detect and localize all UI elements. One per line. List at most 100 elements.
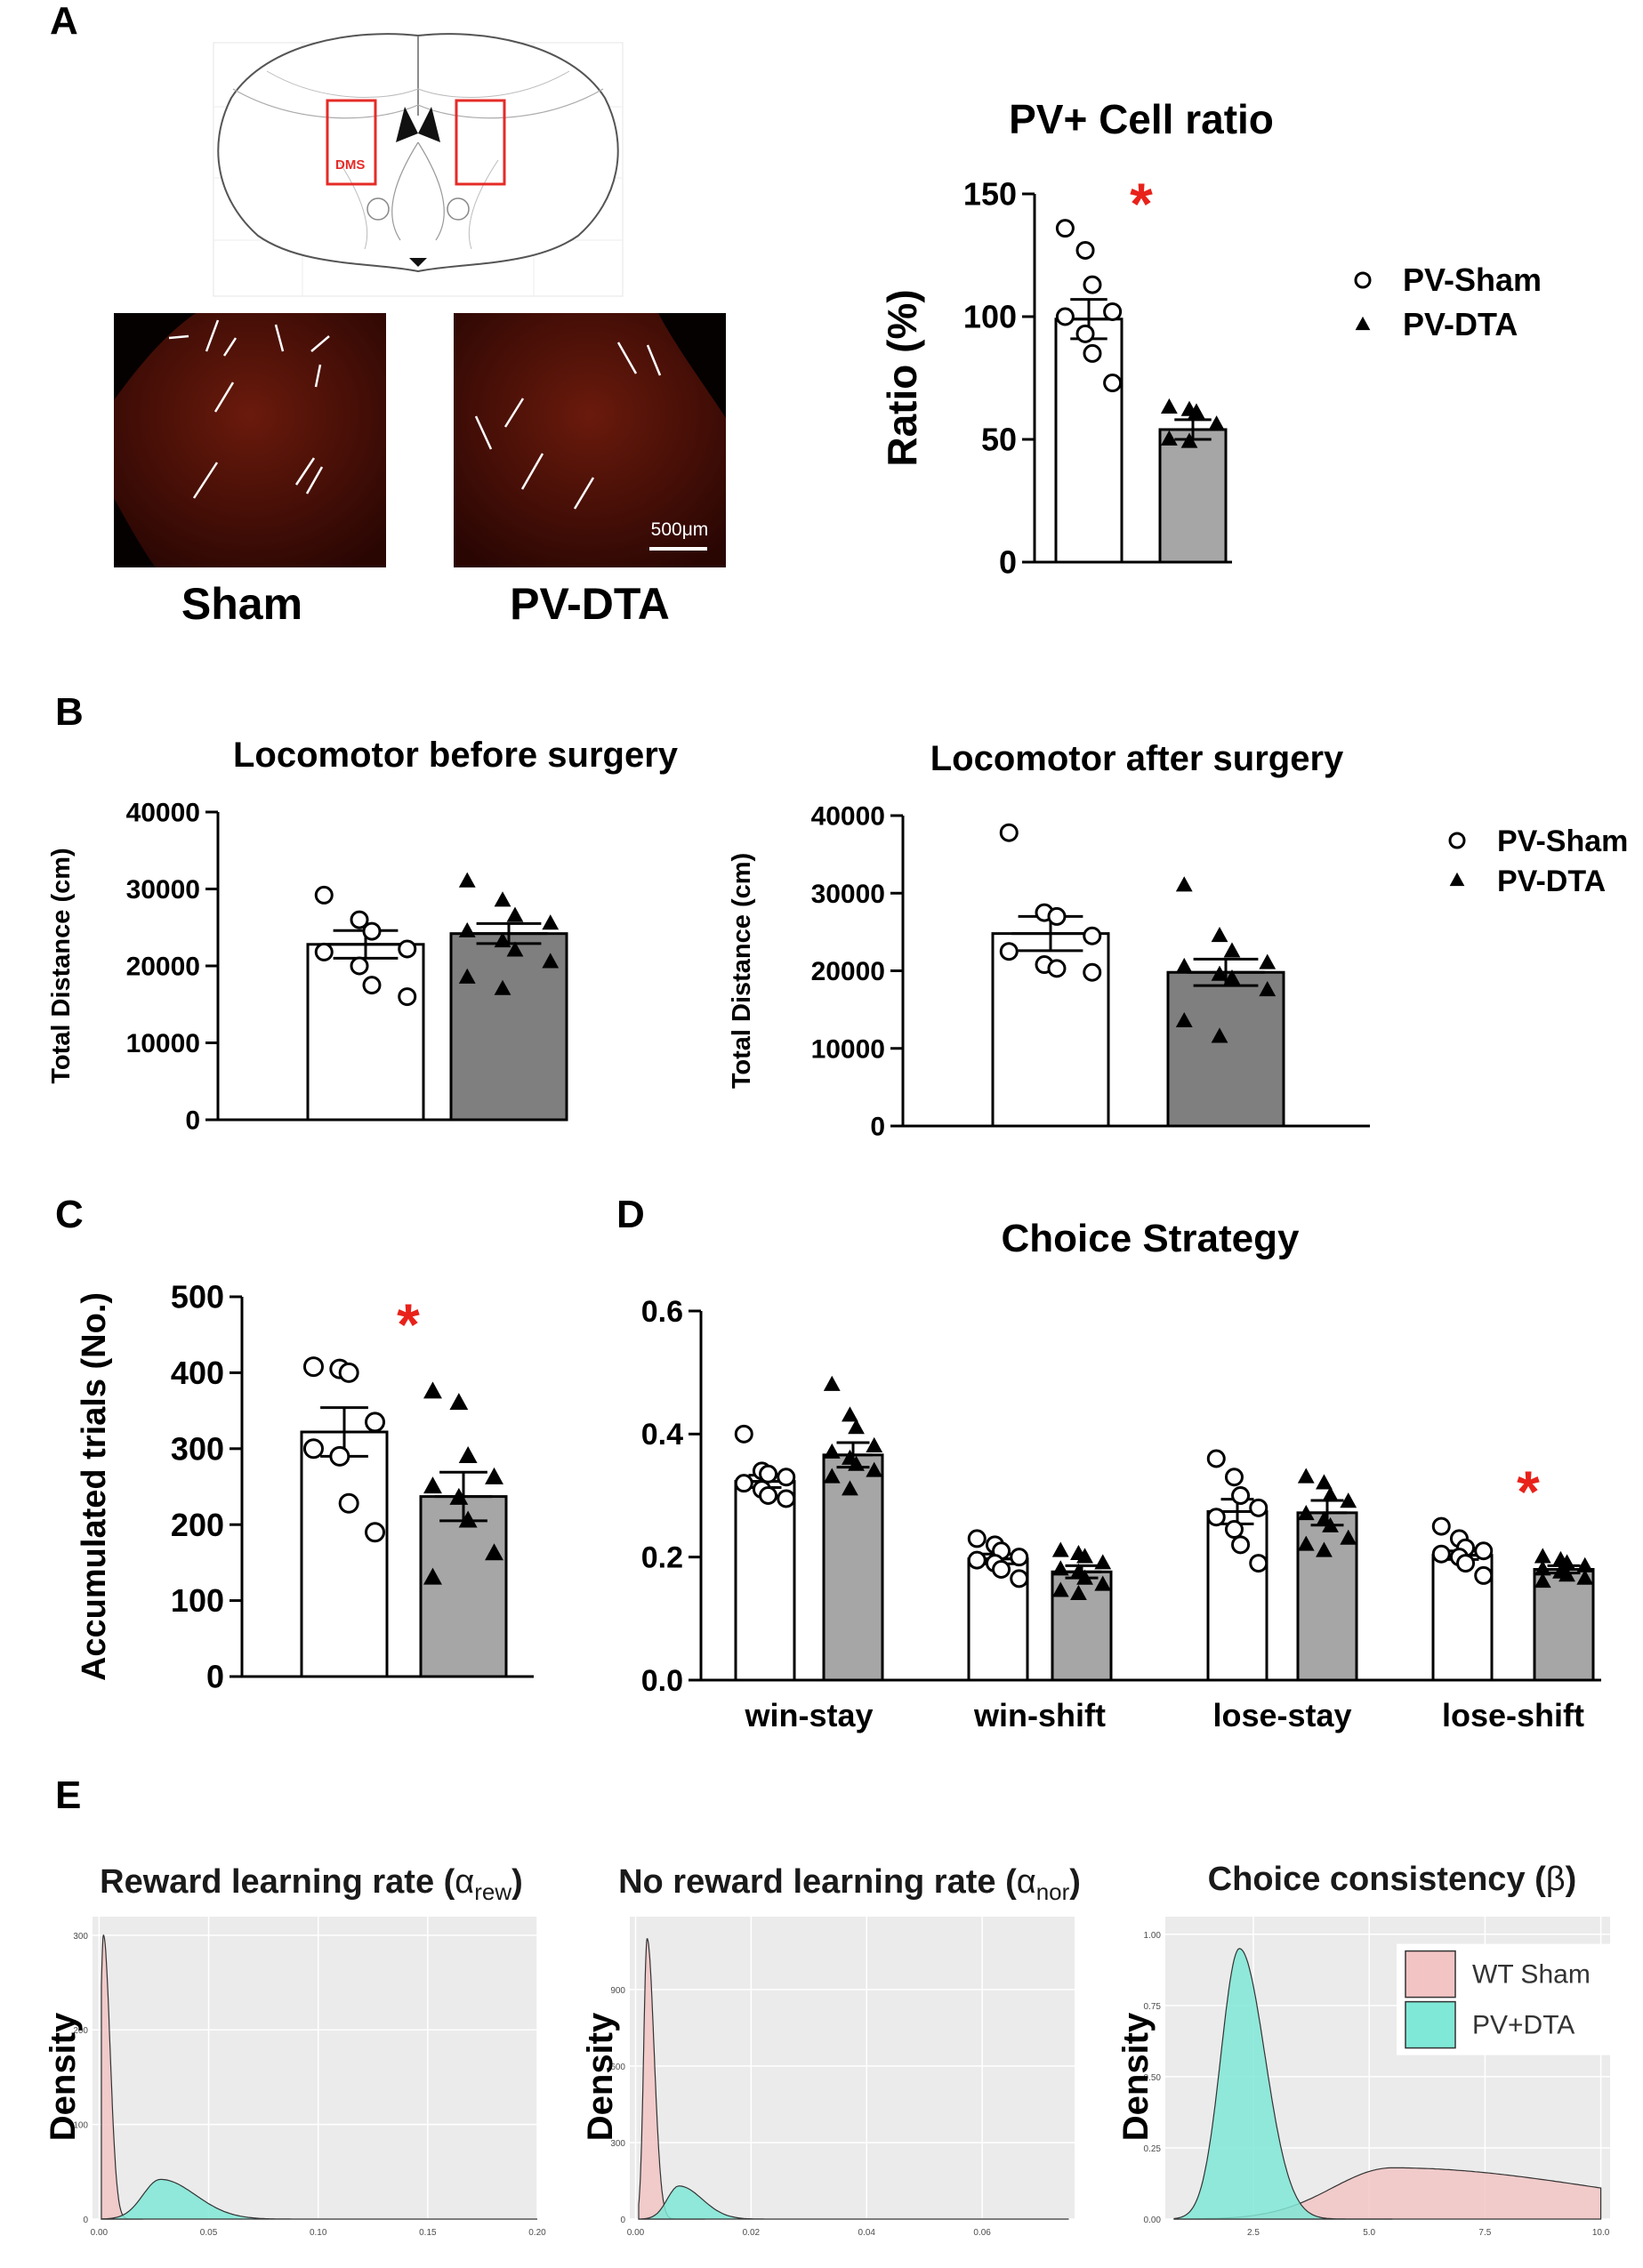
data-point <box>777 1468 796 1487</box>
data-point <box>1094 1575 1112 1591</box>
density-pv-dta <box>1173 1948 1393 2220</box>
data-point <box>485 1467 503 1484</box>
data-point <box>338 1362 359 1383</box>
x-tick-label: 0.10 <box>310 2228 327 2238</box>
chart-loco_after: 0 10000 20000 30000 40000 Locomotor after sur… <box>728 739 1628 1142</box>
y-tick-label: 50 <box>981 422 1017 458</box>
y-tick-label: 0 <box>870 1113 885 1142</box>
data-point <box>1211 1027 1228 1043</box>
y-axis-label: Accumulated trials (No.) <box>76 1292 113 1681</box>
y-tick-label: 300 <box>171 1430 224 1467</box>
data-point <box>967 1529 987 1548</box>
legend-marker <box>1448 832 1466 849</box>
panel-label-c: C <box>55 1193 84 1236</box>
data-point <box>1558 1566 1575 1582</box>
data-point <box>1075 324 1095 343</box>
y-tick-label: 1.00 <box>1144 1931 1162 1941</box>
x-tick-label: 5.0 <box>1363 2228 1375 2238</box>
significance-star: * <box>1517 1459 1540 1524</box>
significance-star: * <box>397 1291 420 1357</box>
data-point <box>1076 1548 1093 1564</box>
micrograph-label-pv-dta: PV-DTA <box>510 579 670 629</box>
data-point <box>1259 981 1277 997</box>
data-point <box>423 1381 442 1399</box>
data-point <box>1576 1556 1594 1572</box>
x-tick-label: 7.5 <box>1478 2228 1491 2238</box>
data-point <box>848 1455 865 1471</box>
bar-win-stay-sham <box>734 1480 796 1682</box>
y-tick-label: 0.4 <box>641 1418 683 1452</box>
data-point <box>350 910 369 929</box>
data-point <box>1431 1516 1451 1536</box>
data-point <box>999 823 1019 842</box>
y-axis-label: Total Distance (cm) <box>47 848 76 1083</box>
x-tick-label: 0.02 <box>743 2228 761 2238</box>
data-point <box>494 932 511 948</box>
y-tick-label: 0 <box>620 2216 625 2225</box>
data-point <box>423 1476 442 1494</box>
data-point <box>458 968 476 984</box>
chart-title: Choice consistency (β) <box>1208 1861 1577 1898</box>
data-point <box>1070 1584 1087 1601</box>
chart-pv_ratio: 0 50 100 150 PV+ Cell ratio Ratio (%) * PV-Sham… <box>879 96 1542 581</box>
data-point <box>842 1406 858 1422</box>
data-point <box>1010 1569 1029 1588</box>
y-tick-label: 0.00 <box>1144 2216 1162 2225</box>
y-tick-label: 0.6 <box>641 1295 683 1329</box>
bar-sham <box>306 943 425 1122</box>
cell-arrow-markers <box>474 342 662 510</box>
legend-label: PV+DTA <box>1472 2011 1575 2040</box>
data-point <box>759 1486 778 1505</box>
data-point <box>734 1474 753 1493</box>
data-point <box>999 942 1019 961</box>
data-point <box>1075 240 1095 260</box>
data-point <box>314 885 334 905</box>
data-point <box>1160 430 1178 446</box>
data-point <box>1340 1529 1357 1545</box>
data-point <box>1259 953 1277 969</box>
y-tick-label: 100 <box>73 2121 88 2131</box>
data-point <box>1340 1492 1357 1508</box>
plot-background <box>93 1917 537 2219</box>
y-tick-label: 900 <box>610 1986 625 1996</box>
y-tick-label: 200 <box>171 1507 224 1543</box>
x-tick-label: lose-stay <box>1212 1697 1351 1733</box>
data-point <box>302 1438 324 1460</box>
y-tick-label: 0 <box>999 544 1017 581</box>
chart-title: Choice Strategy <box>1002 1217 1301 1260</box>
y-tick-label: 40000 <box>811 802 885 832</box>
data-point <box>1297 1535 1315 1551</box>
y-tick-label: 100 <box>963 299 1017 335</box>
data-point <box>365 1522 386 1543</box>
data-point <box>314 942 334 961</box>
x-tick-label: 0.15 <box>419 2228 437 2238</box>
chart-title: Reward learning rate (αrew) <box>100 1863 523 1905</box>
data-point <box>823 1443 841 1459</box>
y-tick-label: 10000 <box>811 1034 885 1064</box>
x-tick-label: 0.05 <box>200 2228 218 2238</box>
scale-bar-label: 500μm <box>651 519 709 540</box>
data-point <box>365 1411 386 1433</box>
data-point <box>1223 969 1241 985</box>
data-point <box>777 1489 796 1508</box>
legend-marker <box>1354 271 1372 289</box>
data-point <box>734 1424 753 1444</box>
plot-background <box>630 1917 1075 2219</box>
cell-arrow-markers <box>168 319 330 499</box>
data-point <box>1534 1572 1551 1588</box>
x-tick-label: 0.06 <box>973 2228 991 2238</box>
chart-choice_strategy: 0.0 0.2 0.4 0.6 Choice Strategy win-stay win-s… <box>641 1217 1601 1733</box>
x-tick-label: lose-shift <box>1442 1697 1584 1733</box>
y-tick-label: 0 <box>206 1659 224 1695</box>
data-point <box>1474 1541 1494 1561</box>
data-point <box>1083 275 1102 294</box>
y-tick-label: 0.25 <box>1144 2144 1162 2154</box>
data-point <box>1047 906 1067 926</box>
significance-star: * <box>1130 171 1153 237</box>
legend-label: PV-Sham <box>1497 824 1628 858</box>
bar-sham <box>300 1430 389 1678</box>
x-tick-label: 0.00 <box>91 2228 109 2238</box>
data-point <box>1083 343 1102 363</box>
dms-region-box-left <box>326 99 377 186</box>
data-point <box>1175 1011 1193 1028</box>
